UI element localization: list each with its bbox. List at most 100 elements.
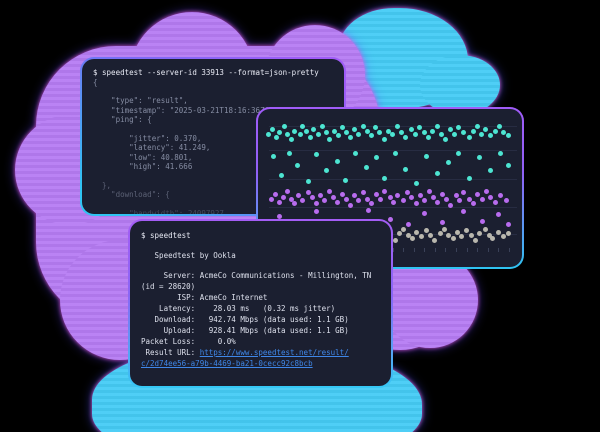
scatter-dot-purple-scatter: [313, 209, 319, 215]
scatter-dot-purple-band: [268, 196, 274, 202]
scatter-dot-purple-band: [466, 196, 472, 202]
terminal-json-content: $ speedtest --server-id 33913 --format=j…: [82, 59, 344, 214]
terminal-line: "download": {: [93, 190, 170, 199]
scatter-dot-gray-band: [419, 234, 425, 240]
scatter-dot-gray-band: [413, 229, 419, 235]
scatter-dot-purple-band: [483, 188, 489, 194]
terminal-line: {: [93, 77, 98, 87]
scatter-dot-cyan-band: [369, 133, 375, 139]
scatter-dot-gray-band: [473, 237, 479, 243]
scatter-dot-cyan-band: [351, 127, 357, 133]
scatter-dot-purple-band: [470, 201, 476, 207]
scatter-dot-purple-band: [479, 196, 485, 202]
terminal-line: [93, 87, 334, 96]
scatter-dot-gray-band: [490, 236, 496, 242]
terminal-line: Upload: 928.41 Mbps (data used: 1.1 GB): [141, 326, 349, 335]
axis-tick: [508, 248, 510, 253]
scatter-dot-cyan-band: [266, 131, 272, 137]
scatter-dot-purple-band: [355, 198, 361, 204]
terminal-line: Packet Loss: 0.0%: [141, 337, 236, 346]
scatter-dot-cyan-band: [435, 123, 441, 129]
scatter-dot-gray-band: [450, 236, 456, 242]
scatter-dot-purple-band: [300, 198, 306, 204]
scatter-dot-purple-scatter: [276, 213, 282, 219]
terminal-line: "ping": {: [93, 115, 152, 124]
scatter-dot-purple-band: [321, 198, 327, 204]
scatter-dot-cyan-band: [478, 131, 484, 137]
scatter-dot-gray-band: [432, 237, 438, 243]
scatter-dot-purple-band: [444, 196, 450, 202]
scatter-dot-purple-band: [440, 191, 446, 197]
scatter-dot-cyan-band: [288, 136, 294, 142]
scatter-dot-purple-band: [431, 194, 437, 200]
scatter-dot-cyan-scatter: [435, 171, 441, 177]
scatter-dot-purple-band: [498, 193, 504, 199]
terminal-line: "timestamp": "2025-03-21T18:16:36Z",: [93, 105, 274, 115]
scatter-dot-cyan-scatter: [374, 155, 380, 161]
scatter-dot-cyan-scatter: [324, 168, 330, 174]
scatter-dot-cyan-scatter: [279, 172, 285, 178]
scatter-dot-cyan-scatter: [363, 164, 369, 170]
gridline: [268, 233, 517, 235]
scatter-dot-purple-band: [408, 194, 414, 200]
scatter-dot-cyan-scatter: [392, 150, 398, 156]
gridline: [268, 178, 517, 180]
scatter-dot-cyan-scatter: [271, 153, 277, 159]
scatter-dot-cyan-band: [297, 131, 303, 137]
terminal-speedtest-content: $ speedtest Speedtest by Ookla Server: A…: [130, 221, 391, 386]
scatter-dot-cyan-band: [304, 128, 310, 134]
scatter-dot-cyan-band: [487, 133, 493, 139]
scatter-dot-purple-band: [292, 201, 298, 207]
axis-tick: [424, 248, 426, 253]
scatter-dot-cyan-band: [320, 123, 326, 129]
terminal-line: "type": "result",: [93, 96, 188, 105]
scatter-dot-gray-band: [469, 232, 475, 238]
scatter-dot-cyan-band: [276, 130, 282, 136]
result-url-link[interactable]: https://www.speedtest.net/result/: [199, 348, 349, 357]
scatter-dot-cyan-band: [506, 133, 512, 139]
scatter-dot-purple-band: [503, 198, 509, 204]
scatter-dot-purple-band: [276, 199, 282, 205]
terminal-line: "high": 41.666: [93, 162, 193, 171]
scatter-dot-cyan-band: [461, 130, 467, 136]
terminal-line: Speedtest by Ookla: [141, 251, 236, 260]
scatter-dot-purple-band: [382, 188, 388, 194]
scatter-dot-cyan-band: [372, 125, 378, 131]
scatter-dot-cyan-band: [425, 134, 431, 140]
scatter-dot-cyan-band: [382, 136, 388, 142]
scatter-dot-purple-band: [343, 196, 349, 202]
scatter-dot-cyan-band: [395, 123, 401, 129]
axis-tick: [477, 248, 479, 253]
scatter-dot-cyan-scatter: [342, 177, 348, 183]
scatter-dot-purple-scatter: [506, 221, 512, 227]
scatter-dot-purple-band: [347, 202, 353, 208]
scatter-dot-cyan-band: [429, 128, 435, 134]
scatter-dot-purple-scatter: [366, 207, 372, 213]
scatter-dot-purple-band: [487, 194, 493, 200]
scatter-dot-gray-band: [454, 229, 460, 235]
terminal-line: Latency: 28.03 ms (0.32 ms jitter): [141, 304, 336, 313]
terminal-window-speedtest-result: $ speedtest Speedtest by Ookla Server: A…: [128, 219, 393, 388]
scatter-dot-cyan-scatter: [466, 176, 472, 182]
axis-tick: [434, 248, 436, 253]
terminal-line: [141, 261, 381, 270]
axis-tick: [487, 248, 489, 253]
scatter-dot-gray-band: [495, 229, 501, 235]
scatter-dot-purple-band: [326, 188, 332, 194]
scatter-dot-purple-scatter: [387, 217, 393, 223]
scatter-dot-cyan-band: [390, 131, 396, 137]
scatter-dot-gray-band: [405, 232, 411, 238]
scatter-dot-cyan-band: [376, 130, 382, 136]
scatter-dot-purple-band: [351, 193, 357, 199]
scatter-dot-cyan-band: [347, 134, 353, 140]
terminal-text: Result URL:: [141, 348, 200, 357]
terminal-line: Server: AcmeCo Communications - Millingt…: [141, 271, 372, 280]
scatter-dot-cyan-band: [365, 128, 371, 134]
terminal-line: $ speedtest: [141, 231, 191, 240]
purple-cloud-bump: [382, 252, 478, 348]
scatter-dot-gray-band: [486, 232, 492, 238]
scatter-dot-cyan-scatter: [456, 150, 462, 156]
scatter-dot-purple-band: [330, 194, 336, 200]
result-url-link[interactable]: c/2d74ee56-a79b-4469-ba21-0cecc92c8bcb: [141, 359, 313, 368]
